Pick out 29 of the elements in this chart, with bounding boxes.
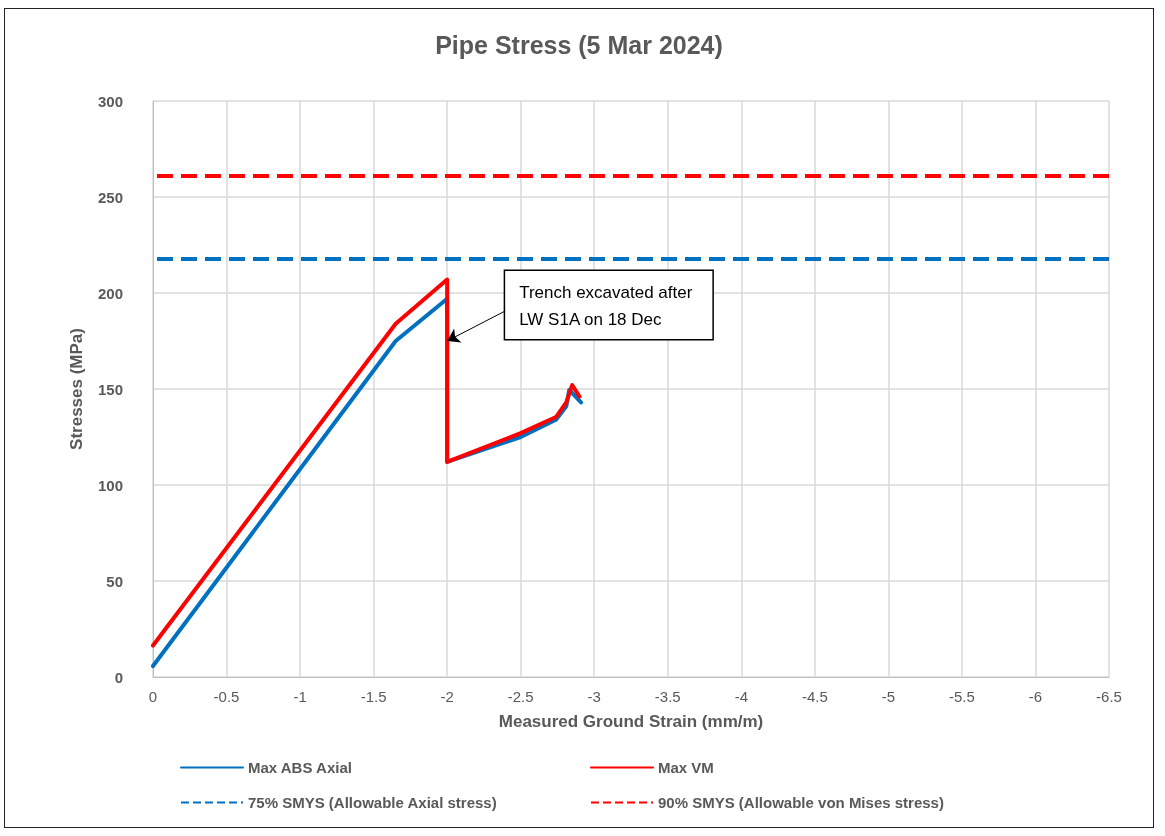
- annotation: Trench excavated after LW S1A on 18 Dec: [519, 283, 693, 329]
- y-tick-label: 50: [106, 572, 123, 590]
- chart-title: Pipe Stress (5 Mar 2024): [435, 30, 723, 59]
- x-tick-label: -5: [881, 688, 896, 705]
- x-tick-label: -5.5: [948, 688, 975, 705]
- legend-label: Max VM: [658, 759, 714, 776]
- x-tick-label: -3: [587, 688, 601, 705]
- x-tick-label: -0.5: [213, 688, 240, 705]
- x-tick-label: -4: [734, 688, 748, 705]
- x-tick-label: -1.5: [360, 688, 387, 705]
- x-tick-label: -2.5: [507, 688, 534, 705]
- y-tick-label: 100: [97, 476, 123, 494]
- x-tick-label: -3.5: [654, 688, 681, 705]
- legend-label: 90% SMYS (Allowable von Mises stress): [658, 794, 944, 811]
- y-tick-label: 250: [97, 188, 123, 206]
- x-tick-label: -4.5: [801, 688, 828, 705]
- y-tick-label: 300: [97, 92, 123, 110]
- x-axis-title: Measured Ground Strain (mm/m): [498, 712, 764, 731]
- x-tick-label: -1: [293, 688, 307, 705]
- y-tick-label: 200: [97, 284, 123, 302]
- y-tick-label: 150: [97, 380, 123, 398]
- x-tick-label: -2: [440, 688, 454, 705]
- x-tick-label: 0: [148, 688, 158, 705]
- x-tick-label: -6.5: [1096, 688, 1122, 705]
- y-tick-label: 0: [114, 668, 123, 686]
- legend-label: Max ABS Axial: [248, 759, 352, 776]
- x-tick-label: -6: [1028, 688, 1043, 705]
- legend-label: 75% SMYS (Allowable Axial stress): [248, 794, 497, 811]
- y-axis-title: Stresses (MPa): [67, 328, 86, 450]
